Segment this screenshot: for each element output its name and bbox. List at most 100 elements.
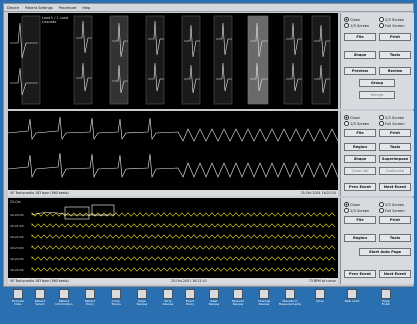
radio-full-1[interactable]: Full Screen bbox=[379, 23, 405, 28]
taskbar-item-label: Page Review bbox=[136, 299, 148, 307]
print-button-1[interactable]: Print bbox=[379, 33, 411, 41]
template-mode-label: Cascade bbox=[42, 20, 57, 24]
template-controls: Close 2/3 Screen 1/3 Screen Full Screen … bbox=[340, 13, 414, 109]
tools-button-3[interactable]: Tools bbox=[379, 234, 411, 242]
tools-button-1[interactable]: Tools bbox=[379, 51, 411, 59]
taskbar-item[interactable]: Page Finish bbox=[378, 289, 394, 319]
disclosure-bpm: 73 BPM at cursor bbox=[308, 279, 336, 283]
radio-one-third-2[interactable]: 1/3 Screen bbox=[344, 121, 369, 126]
taskbar-item[interactable]: Drop Traces bbox=[108, 289, 124, 319]
info-icon bbox=[59, 289, 69, 299]
disclosure-trace-row bbox=[31, 256, 336, 261]
radio-two-thirds-3[interactable]: 2/3 Screen bbox=[379, 202, 404, 207]
taskbar-item[interactable]: Episode Review bbox=[230, 289, 246, 319]
file-button-1[interactable]: File bbox=[344, 33, 376, 41]
beat-icon bbox=[209, 289, 219, 299]
disclosure-traces bbox=[31, 204, 336, 272]
traces-icon bbox=[111, 289, 121, 299]
radio-one-third-3[interactable]: 1/3 Screen bbox=[344, 208, 369, 213]
menu-procedure[interactable]: Procedure bbox=[58, 5, 77, 10]
taskbar-item-label: Web Alert bbox=[344, 299, 360, 303]
shape-button-2[interactable]: Shape bbox=[344, 155, 376, 163]
radio-close-1[interactable]: Close bbox=[344, 17, 360, 22]
taskbar-item[interactable]: Waveform Measurements bbox=[278, 289, 302, 319]
radio-one-third-1[interactable]: 1/3 Screen bbox=[344, 23, 369, 28]
taskbar-item[interactable]: Patient Select bbox=[32, 289, 48, 319]
taskbar-item[interactable]: More bbox=[312, 289, 328, 319]
taskbar-item[interactable]: Patient Information bbox=[55, 289, 73, 319]
taskbar-item-label: Waveform Measurements bbox=[278, 299, 302, 307]
tool-taskbar: Exclude Data Patient Select Patient Inform… bbox=[0, 287, 417, 324]
print-button-3[interactable]: Print bbox=[379, 216, 411, 224]
preview-button[interactable]: Preview bbox=[344, 67, 376, 75]
next-event-button-3[interactable]: Next Event bbox=[379, 270, 411, 278]
next-event-button-2[interactable]: Next Event bbox=[379, 183, 411, 191]
full-disclosure-pane[interactable]: 25-Oct 16:20:00 16:21:00 16:22:00 16:23:… bbox=[8, 198, 338, 284]
menu-patient-settings[interactable]: Patient Settings bbox=[24, 5, 53, 10]
strip-timestamp: 25-Oct-2001 16:22:10 bbox=[300, 191, 336, 195]
ecg-strip-pane[interactable]: VE Tachycardia 183 bpm (560 beats) 25-Oc… bbox=[8, 111, 338, 196]
region-button-2[interactable]: Region bbox=[344, 143, 376, 151]
file-button-3[interactable]: File bbox=[344, 216, 376, 224]
disclosure-event-label: VE Tachycardia 183 bpm (560 beats) bbox=[10, 279, 69, 283]
print-button-2[interactable]: Print bbox=[379, 129, 411, 137]
beat-template-pane[interactable]: Lead II / 1 Lead Cascade bbox=[8, 13, 338, 109]
template-traces bbox=[10, 15, 331, 105]
taskbar-item[interactable]: Event Diary bbox=[182, 289, 198, 319]
strip-event-label: VE Tachycardia 183 bpm (560 beats) bbox=[10, 191, 69, 195]
radio-close-2[interactable]: Close bbox=[344, 115, 360, 120]
taskbar-item[interactable]: Patient Diary bbox=[82, 289, 98, 319]
disclosure-timestamp: 25-Oct-2001 16:22:10 bbox=[171, 279, 207, 283]
start-auto-page-button[interactable]: Start Auto Page bbox=[359, 248, 411, 256]
taskbar-item-label: Patient Diary bbox=[84, 299, 96, 307]
template-lead-label: Lead II / 1 Lead bbox=[42, 16, 68, 20]
radio-full-2[interactable]: Full Screen bbox=[379, 121, 405, 126]
radio-two-thirds-2[interactable]: 2/3 Screen bbox=[379, 115, 404, 120]
menu-help[interactable]: Help bbox=[82, 5, 91, 10]
taskbar-item[interactable]: Exclude Data bbox=[10, 289, 26, 319]
time-label: 16:23:00 bbox=[10, 246, 24, 250]
time-label: 16:21:00 bbox=[10, 224, 24, 228]
merge-button[interactable]: Merge bbox=[359, 91, 395, 99]
clear-all-button[interactable]: Clear All bbox=[344, 167, 376, 175]
group-button[interactable]: Group bbox=[359, 79, 395, 87]
radio-full-3[interactable]: Full Screen bbox=[379, 208, 405, 213]
taskbar-item-label: Patient Select bbox=[34, 299, 46, 307]
diary-icon bbox=[85, 289, 95, 299]
disclosure-controls: Close 2/3 Screen 1/3 Screen Full Screen … bbox=[340, 198, 414, 284]
taskbar-item[interactable]: Beat Review bbox=[206, 289, 222, 319]
taskbar-item[interactable]: Web Alert bbox=[344, 289, 360, 319]
patient-icon bbox=[35, 289, 45, 299]
shape-button-1[interactable]: Shape bbox=[344, 51, 376, 59]
taskbar-item-label: Episode Review bbox=[232, 299, 244, 307]
file-button-2[interactable]: File bbox=[344, 129, 376, 137]
taskbar-item[interactable]: Page Review bbox=[134, 289, 150, 319]
disclosure-status-bar: VE Tachycardia 183 bpm (560 beats) 25-Oc… bbox=[8, 278, 338, 284]
tools-button-2[interactable]: Tools bbox=[379, 143, 411, 151]
disclosure-times: 16:20:00 16:21:00 16:22:00 16:23:00 16:2… bbox=[10, 210, 23, 276]
superimpose-button[interactable]: Superimpose bbox=[379, 155, 411, 163]
event-icon bbox=[185, 289, 195, 299]
radio-close-3[interactable]: Close bbox=[344, 202, 360, 207]
review-button[interactable]: Review bbox=[379, 67, 411, 75]
disclosure-date: 25-Oct bbox=[10, 200, 21, 204]
taskbar-item[interactable]: Channel Review bbox=[256, 289, 272, 319]
taskbar-item-label: Exclude Data bbox=[12, 299, 24, 307]
time-label: 16:25:00 bbox=[10, 268, 24, 272]
radio-two-thirds-1[interactable]: 2/3 Screen bbox=[379, 17, 404, 22]
prev-event-button-2[interactable]: Prev Event bbox=[344, 183, 376, 191]
strip-status-bar: VE Tachycardia 183 bpm (560 beats) 25-Oc… bbox=[8, 190, 338, 196]
taskbar-item[interactable]: Strip Review bbox=[160, 289, 176, 319]
taskbar-item-label: Page Finish bbox=[381, 299, 391, 307]
calibrate-button[interactable]: Calibrate bbox=[379, 167, 411, 175]
disclosure-trace-row bbox=[31, 267, 336, 272]
prev-event-button-3[interactable]: Prev Event bbox=[344, 270, 376, 278]
disclosure-trace-row bbox=[31, 212, 336, 217]
disclosure-trace-row bbox=[31, 245, 336, 250]
menu-device[interactable]: Device bbox=[7, 5, 19, 10]
taskbar-item-label: Channel Review bbox=[257, 299, 271, 307]
page-icon bbox=[137, 289, 147, 299]
template-info: Lead II / 1 Lead Cascade bbox=[42, 16, 68, 24]
taskbar-item-label: More bbox=[316, 299, 324, 303]
region-button-3[interactable]: Region bbox=[344, 234, 376, 242]
